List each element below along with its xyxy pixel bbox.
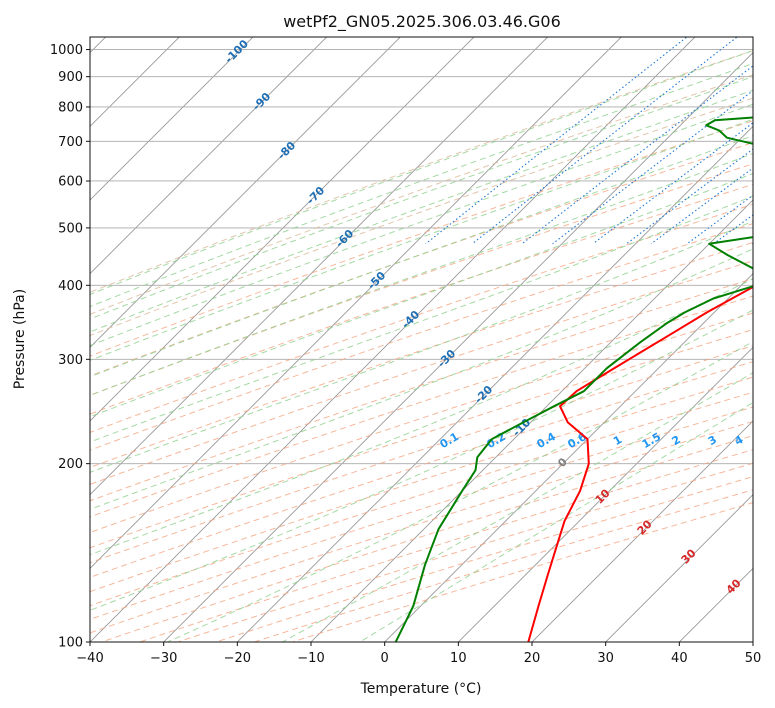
dry-adiabat-label: -50 <box>365 269 388 292</box>
x-tick-label: −10 <box>297 651 324 666</box>
moist-adiabat <box>167 341 753 642</box>
isotherm-line <box>90 37 401 348</box>
x-tick-label: 50 <box>745 651 762 666</box>
moist-adiabat-label: 20 <box>635 517 655 537</box>
dry-adiabat <box>90 295 753 518</box>
isotherm-line <box>90 37 180 127</box>
isotherm-line <box>90 37 696 642</box>
moist-adiabat <box>90 89 753 333</box>
dry-adiabat-label: -40 <box>399 308 422 331</box>
y-tick-label: 200 <box>58 457 83 472</box>
mixing-ratio-line <box>425 37 688 245</box>
plot-area: -100-90-80-70-60-50-40-30-20-100.1 0.2 0.4… <box>90 25 775 699</box>
dry-adiabat <box>90 142 753 377</box>
dry-adiabat <box>90 260 753 485</box>
y-tick-label: 700 <box>58 135 83 150</box>
y-tick-label: 400 <box>58 279 83 294</box>
y-tick-label: 500 <box>58 221 83 236</box>
moist-adiabat-label: 40 <box>724 576 744 596</box>
y-tick-label: 800 <box>58 100 83 115</box>
isotherm-line <box>310 199 753 642</box>
x-tick-label: 40 <box>671 651 688 666</box>
moist-adiabat-label: 30 <box>679 546 699 566</box>
isotherm-line <box>163 52 753 642</box>
moist-adiabat <box>282 372 753 642</box>
isotherm-line <box>531 420 753 642</box>
mixing-ratio-line <box>751 242 753 245</box>
mixing-ratio-label: 0.4 <box>535 430 559 451</box>
mixing-ratio-label: 0.1 <box>438 430 461 451</box>
isotherm-line <box>678 567 753 642</box>
moist-adiabat <box>90 118 753 361</box>
mixing-ratio-line <box>521 65 753 245</box>
moist-adiabat <box>90 195 753 443</box>
y-tick-label: 1000 <box>50 43 83 58</box>
dewpoint-profile <box>394 116 753 642</box>
isotherm-line <box>769 25 775 699</box>
moist-adiabat <box>359 402 753 642</box>
dry-adiabat <box>90 391 753 607</box>
y-axis-ticks: 100 200 300 400 500 600 700 800 900 1000 <box>50 43 90 651</box>
dry-adiabats <box>90 50 753 642</box>
dry-adiabat-label: -20 <box>472 383 495 406</box>
x-tick-label: −30 <box>150 651 177 666</box>
x-tick-label: 20 <box>524 651 541 666</box>
y-tick-label: 300 <box>58 353 83 368</box>
isotherm-line <box>90 37 549 496</box>
isotherm-line <box>605 494 753 642</box>
y-tick-label: 900 <box>58 70 83 85</box>
dry-adiabat <box>90 183 753 415</box>
dry-adiabat <box>214 476 753 642</box>
isotherm-line <box>384 273 753 642</box>
x-axis-label: Temperature (°C) <box>360 681 482 697</box>
isotherm-grid <box>90 25 775 699</box>
isotherm-line <box>457 346 753 642</box>
temperature-profile <box>527 285 753 642</box>
x-tick-label: −40 <box>76 651 103 666</box>
moist-adiabat <box>90 220 753 473</box>
x-tick-label: 30 <box>597 651 614 666</box>
isobar-grid <box>90 49 753 642</box>
moist-adiabat <box>90 248 753 510</box>
isotherm-line <box>90 37 622 569</box>
sounding-series <box>394 116 753 642</box>
moist-adiabat <box>90 153 753 396</box>
dry-adiabat-label: -100 <box>222 37 251 66</box>
y-tick-label: 100 <box>58 636 83 651</box>
moist-adiabat-label: 0 <box>555 455 570 470</box>
y-tick-label: 600 <box>58 174 83 189</box>
isotherm-line <box>236 125 753 642</box>
x-axis-ticks: −40 −30 −20 −10 0 10 20 30 40 50 <box>76 642 761 666</box>
y-axis-label: Pressure (hPa) <box>12 289 28 389</box>
isotherm-line <box>90 37 475 422</box>
mixing-ratio-label: 1.5 <box>640 430 663 451</box>
plot-frame <box>89 36 754 643</box>
moist-adiabat <box>90 103 753 347</box>
x-tick-label: 0 <box>381 651 389 666</box>
dry-adiabat <box>90 329 753 549</box>
moist-adiabat <box>90 173 753 418</box>
mixing-ratio-line <box>626 148 753 245</box>
mixing-ratio-lines <box>425 37 753 245</box>
moist-adiabat <box>90 309 753 611</box>
isotherm-line <box>90 37 254 201</box>
mixing-ratio-label: 1 <box>611 433 624 448</box>
mixing-ratio-label: 4 <box>732 433 745 448</box>
isotherm-line <box>90 37 328 275</box>
dry-adiabat <box>90 241 753 469</box>
dry-adiabat <box>90 97 753 337</box>
moist-adiabats <box>90 50 753 642</box>
dry-adiabat <box>252 489 753 642</box>
moist-adiabat-label: 10 <box>593 486 613 506</box>
dry-adiabat <box>90 361 753 578</box>
x-tick-label: 10 <box>450 651 467 666</box>
dry-adiabat <box>90 120 753 357</box>
chart-title: wetPf2_GN05.2025.306.03.46.G06 <box>283 12 561 32</box>
x-tick-label: −20 <box>224 651 251 666</box>
dry-adiabat <box>90 223 753 451</box>
